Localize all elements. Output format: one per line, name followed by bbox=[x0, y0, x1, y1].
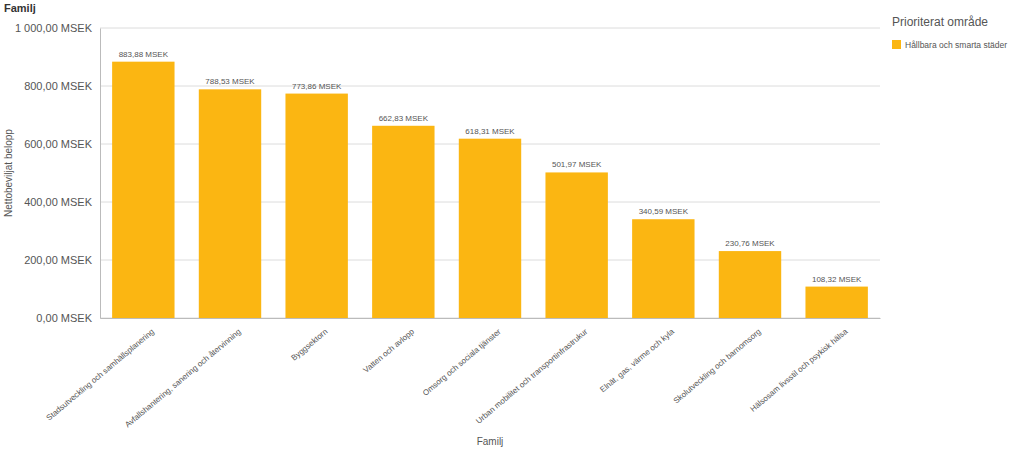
y-axis: 0,00 MSEK 200,00 MSEK 400,00 MSEK 600,00 MS… bbox=[15, 22, 101, 324]
bar bbox=[459, 139, 521, 318]
legend: Prioriterat område Hållbara och smarta st… bbox=[892, 15, 1007, 50]
x-tick-label: Hälsosam livsstil och psykisk hälsa bbox=[749, 327, 850, 414]
x-tick-label: Urban mobilitet och transportinfrastruku… bbox=[474, 327, 589, 426]
data-labels: 883,88 MSEK 788,53 MSEK 773,86 MSEK 662,83 … bbox=[119, 50, 862, 284]
x-tick-label: Avfallshantering, sanering och återvinni… bbox=[123, 327, 242, 429]
x-tick: Omsorg och sociala tjänster bbox=[421, 318, 503, 398]
legend-label: Hållbara och smarta städer bbox=[905, 40, 1007, 50]
legend-title: Prioriterat område bbox=[892, 15, 988, 29]
x-tick: Elnät, gas, värme och kyla bbox=[598, 318, 676, 394]
bar bbox=[632, 219, 694, 318]
y-tick: 800,00 MSEK bbox=[24, 80, 100, 92]
x-axis-title: Familj bbox=[477, 436, 504, 447]
y-tick: 200,00 MSEK bbox=[24, 254, 100, 266]
x-tick-label: Omsorg och sociala tjänster bbox=[421, 327, 503, 398]
x-tick-label: Vatten och avlopp bbox=[362, 327, 417, 375]
data-label: 108,32 MSEK bbox=[812, 275, 862, 284]
bar bbox=[285, 94, 347, 318]
grid bbox=[100, 28, 880, 318]
bars bbox=[112, 62, 868, 318]
y-axis-line bbox=[100, 29, 101, 319]
bar bbox=[719, 251, 781, 318]
x-tick-label: Elnät, gas, värme och kyla bbox=[598, 327, 676, 395]
x-tick-label: Byggsektorn bbox=[290, 327, 330, 362]
bar bbox=[805, 287, 867, 318]
x-tick: Avfallshantering, sanering och återvinni… bbox=[123, 318, 242, 429]
y-tick-label: 600,00 MSEK bbox=[24, 138, 93, 150]
y-tick-label: 1 000,00 MSEK bbox=[15, 22, 93, 34]
x-tick: Hälsosam livsstil och psykisk hälsa bbox=[749, 318, 850, 414]
data-label: 618,31 MSEK bbox=[465, 127, 515, 136]
bar bbox=[372, 126, 434, 318]
chart-title: Familj bbox=[4, 2, 36, 14]
x-tick: Vatten och avlopp bbox=[362, 318, 417, 375]
data-label: 788,53 MSEK bbox=[205, 77, 255, 86]
bar bbox=[199, 89, 261, 318]
chart: Familj 0,00 MSEK 200,00 MSEK 400,00 MSEK 600… bbox=[0, 0, 1023, 453]
x-tick-label: Skolutveckling och barnomsorg bbox=[672, 327, 763, 405]
data-label: 501,97 MSEK bbox=[552, 160, 602, 169]
y-axis-title: Nettobeviljat belopp bbox=[3, 129, 14, 217]
data-label: 773,86 MSEK bbox=[292, 82, 342, 91]
legend-swatch bbox=[892, 40, 901, 49]
y-tick-label: 0,00 MSEK bbox=[36, 312, 92, 324]
bar bbox=[112, 62, 174, 318]
y-tick-label: 400,00 MSEK bbox=[24, 196, 93, 208]
bar bbox=[545, 172, 607, 318]
x-tick: Urban mobilitet och transportinfrastruku… bbox=[474, 318, 589, 426]
data-label: 340,59 MSEK bbox=[639, 207, 689, 216]
data-label: 662,83 MSEK bbox=[379, 114, 429, 123]
data-label: 230,76 MSEK bbox=[725, 239, 775, 248]
y-tick: 400,00 MSEK bbox=[24, 196, 100, 208]
y-tick-label: 200,00 MSEK bbox=[24, 254, 93, 266]
y-tick: 0,00 MSEK bbox=[36, 312, 100, 324]
x-tick: Stadsutveckling och samhällsplanering bbox=[45, 318, 156, 423]
x-tick: Skolutveckling och barnomsorg bbox=[672, 318, 763, 405]
x-axis: Stadsutveckling och samhällsplaneringAvf… bbox=[45, 318, 881, 429]
grid-line bbox=[100, 28, 880, 29]
x-axis-line bbox=[101, 318, 881, 319]
y-tick-label: 800,00 MSEK bbox=[24, 80, 93, 92]
y-tick: 1 000,00 MSEK bbox=[15, 22, 100, 34]
y-tick: 600,00 MSEK bbox=[24, 138, 100, 150]
data-label: 883,88 MSEK bbox=[119, 50, 169, 59]
x-tick: Byggsektorn bbox=[290, 318, 330, 363]
